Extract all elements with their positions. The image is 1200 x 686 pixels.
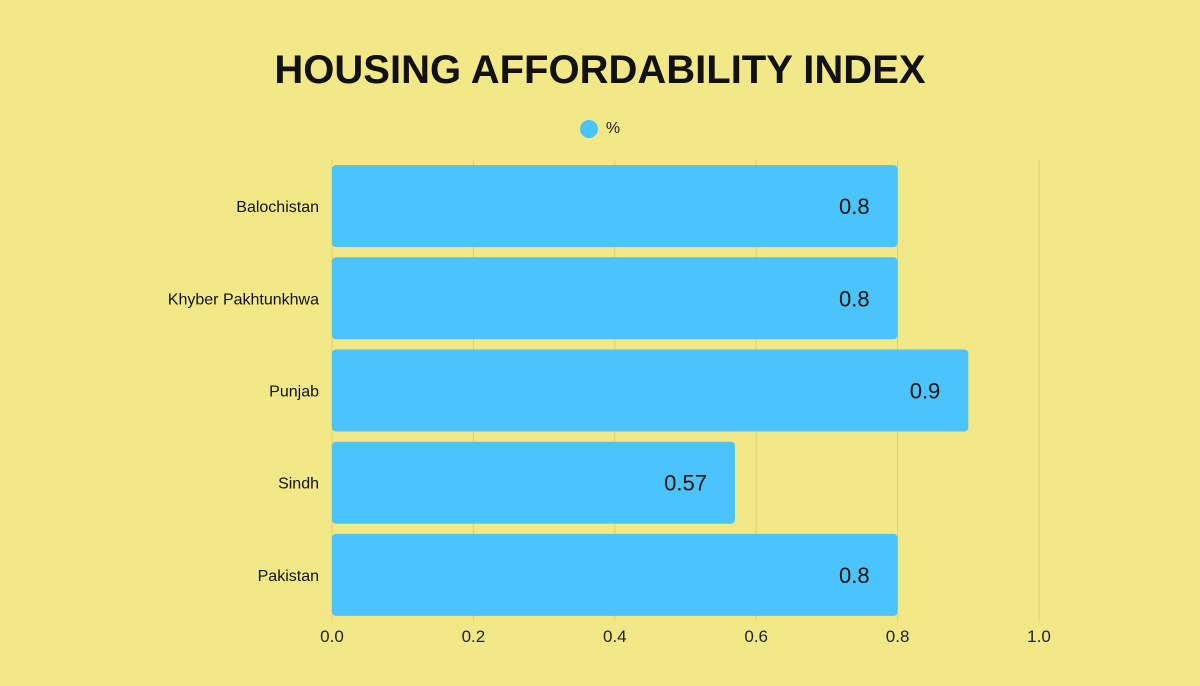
chart-title: HOUSING AFFORDABILITY INDEX <box>274 48 926 92</box>
x-tick-label: 0.0 <box>320 627 344 646</box>
category-label: Khyber Pakhtunkhwa <box>168 291 319 308</box>
x-tick-label: 0.6 <box>744 627 768 646</box>
category-label: Pakistan <box>258 568 319 585</box>
bar-value-label: 0.8 <box>839 286 870 311</box>
bar <box>332 533 898 616</box>
bar-value-label: 0.8 <box>839 563 870 588</box>
bar <box>332 257 898 340</box>
x-axis-ticks: 0.0 0.2 0.4 0.6 0.8 1.0 <box>320 627 1051 646</box>
bar-value-label: 0.8 <box>839 194 870 219</box>
category-label: Punjab <box>269 384 319 401</box>
x-tick-label: 0.4 <box>603 627 627 646</box>
bar <box>332 349 969 432</box>
legend-label: % <box>605 120 621 137</box>
category-label: Balochistan <box>236 199 319 216</box>
category-label: Sindh <box>278 476 319 493</box>
x-tick-label: 0.8 <box>886 627 910 646</box>
bar-value-label: 0.9 <box>910 379 941 404</box>
legend: % <box>0 118 1200 140</box>
legend-swatch-icon <box>579 120 598 138</box>
category-labels: Balochistan Khyber Pakhtunkhwa Punjab Sindh… <box>168 199 319 585</box>
bar <box>332 441 735 524</box>
bar-value-label: 0.57 <box>664 471 707 496</box>
x-tick-label: 0.2 <box>462 627 486 646</box>
x-tick-label: 1.0 <box>1027 627 1051 646</box>
bar <box>332 165 898 248</box>
bars: 0.8 0.8 0.9 0.57 0.8 <box>332 165 969 616</box>
